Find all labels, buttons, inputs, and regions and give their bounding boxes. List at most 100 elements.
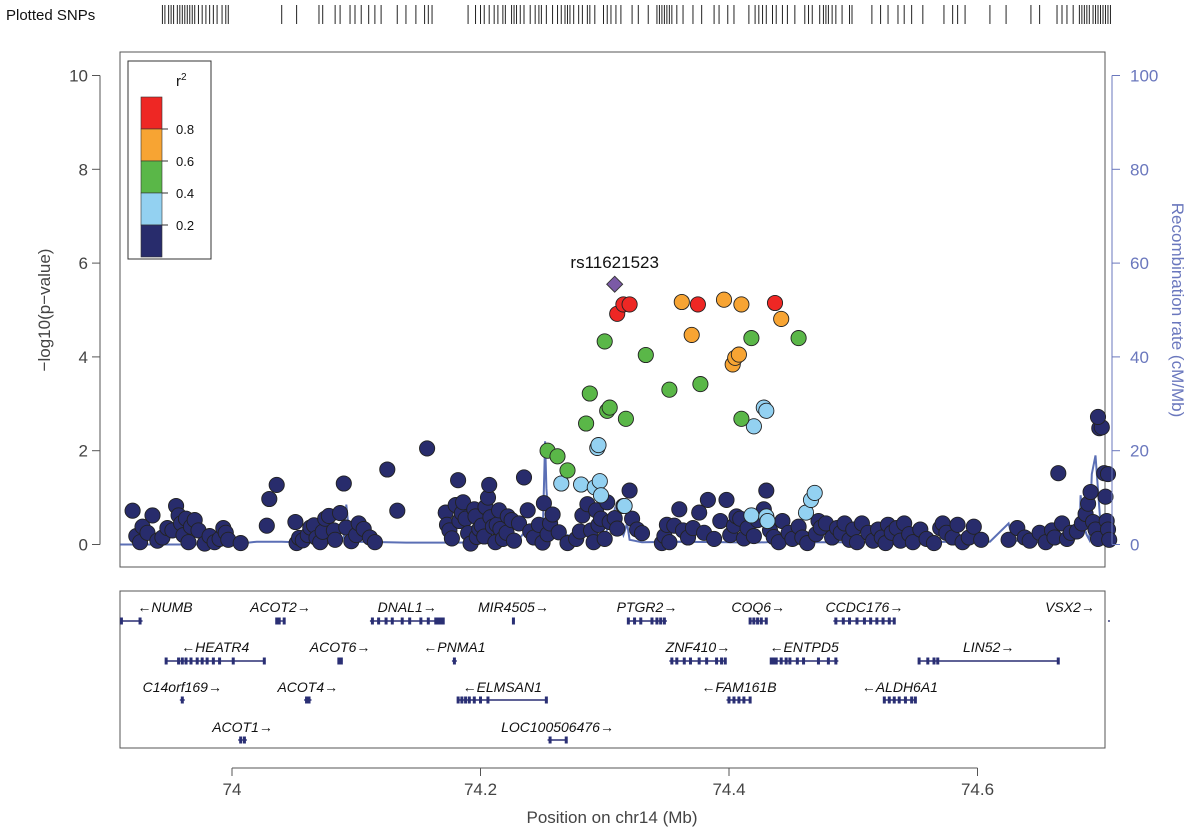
snp-point bbox=[544, 506, 561, 523]
gene-exon bbox=[441, 617, 445, 625]
gene-exon bbox=[682, 657, 686, 665]
snp-point bbox=[450, 472, 467, 489]
snp-point bbox=[590, 437, 607, 454]
snp-point bbox=[773, 310, 790, 327]
gene-label: ←HEATR4 bbox=[181, 639, 249, 655]
gene-label: ←ALDH6A1 bbox=[862, 679, 938, 695]
lead-snp-label: rs11621523 bbox=[570, 253, 659, 272]
left-axis-tick-label: 10 bbox=[69, 67, 88, 86]
gene-exon bbox=[841, 617, 845, 625]
lead-snp-marker bbox=[606, 275, 624, 293]
snp-point bbox=[661, 381, 678, 398]
snp-point bbox=[633, 525, 651, 542]
gene-exon bbox=[917, 657, 921, 665]
gene-exon bbox=[544, 696, 548, 704]
snp-point bbox=[232, 535, 249, 552]
gene-exon bbox=[456, 696, 460, 704]
snp-point bbox=[745, 418, 762, 435]
gene-exon bbox=[164, 657, 168, 665]
gene-exon bbox=[436, 617, 440, 625]
right-axis-tick-label: 40 bbox=[1130, 348, 1149, 367]
left-axis-tick-label: 0 bbox=[79, 536, 88, 555]
gene-exon bbox=[932, 657, 936, 665]
snp-point bbox=[616, 497, 633, 515]
gene-exon bbox=[882, 696, 886, 704]
gene-exon bbox=[688, 657, 692, 665]
gene-exon bbox=[936, 657, 940, 665]
legend-tick-label: 0.4 bbox=[176, 186, 194, 201]
gene-exon bbox=[426, 617, 430, 625]
gene-exon bbox=[869, 617, 873, 625]
snp-point bbox=[743, 507, 760, 524]
snp-point bbox=[124, 502, 141, 519]
snp-point bbox=[1099, 466, 1117, 483]
snp-point bbox=[601, 399, 618, 416]
gene-exon bbox=[662, 617, 666, 625]
snp-point bbox=[481, 476, 498, 493]
lead-snp-layer: rs11621523 bbox=[570, 253, 659, 293]
snp-point bbox=[848, 534, 866, 551]
snp-point bbox=[673, 293, 690, 311]
gene-exon bbox=[205, 657, 209, 665]
gene-label: CCDC176→ bbox=[826, 599, 904, 615]
gene-exon bbox=[764, 617, 768, 625]
x-axis-tick-label: 74 bbox=[223, 780, 242, 799]
legend-color-bin bbox=[140, 128, 163, 162]
gene-exon bbox=[774, 657, 778, 665]
gene-exon bbox=[848, 617, 852, 625]
snp-point bbox=[535, 495, 552, 512]
snp-point bbox=[581, 385, 598, 402]
gene-exon bbox=[452, 657, 456, 665]
gene-exon bbox=[788, 657, 792, 665]
right-axis-tick-label: 60 bbox=[1130, 254, 1149, 273]
gene-exon bbox=[897, 696, 901, 704]
snp-point bbox=[1082, 483, 1099, 501]
snp-point bbox=[366, 534, 383, 551]
snp-point bbox=[332, 505, 349, 522]
gene-label: PTGR2→ bbox=[617, 599, 678, 615]
gene-exon bbox=[752, 617, 756, 625]
gene-exon bbox=[275, 617, 279, 625]
snp-point bbox=[733, 410, 750, 427]
snp-point bbox=[689, 296, 706, 313]
snp-point bbox=[443, 530, 460, 547]
gene-exon bbox=[479, 696, 482, 704]
gene-label: C14orf169→ bbox=[143, 679, 222, 695]
gene-exon bbox=[177, 657, 181, 665]
snp-point bbox=[1097, 488, 1114, 505]
gene-exon bbox=[472, 696, 476, 704]
snp-point bbox=[327, 531, 344, 548]
gene-label: VSX2→ bbox=[1045, 599, 1095, 615]
snp-point bbox=[683, 326, 700, 343]
left-axis-tick-label: 6 bbox=[79, 254, 88, 273]
snp-point bbox=[258, 517, 275, 534]
snp-point bbox=[287, 513, 304, 531]
gene-exon bbox=[759, 617, 763, 625]
snp-point bbox=[591, 473, 608, 490]
snp-point bbox=[379, 461, 396, 478]
gene-exon bbox=[434, 617, 438, 625]
snp-point bbox=[733, 296, 750, 313]
gene-exon bbox=[282, 617, 286, 625]
gene-exon bbox=[400, 617, 404, 625]
gene-exon bbox=[511, 617, 515, 625]
snp-point bbox=[261, 490, 278, 508]
snp-point bbox=[758, 402, 775, 419]
left-axis-tick-label: 2 bbox=[79, 442, 88, 461]
gene-exon bbox=[748, 696, 752, 704]
snp-point bbox=[691, 504, 708, 521]
snp-point bbox=[766, 294, 784, 312]
gene-label: COQ6→ bbox=[731, 599, 785, 615]
legend-color-bin bbox=[140, 192, 163, 226]
gene-exon bbox=[784, 657, 788, 665]
snp-point bbox=[1050, 465, 1067, 482]
gene-label: DNAL1→ bbox=[378, 599, 437, 615]
right-axis-tick-label: 100 bbox=[1130, 67, 1158, 86]
snp-point bbox=[718, 491, 735, 508]
gene-exon bbox=[737, 696, 741, 704]
gene-label: LOC100506476→ bbox=[501, 719, 614, 735]
snp-point bbox=[573, 476, 590, 493]
gene-exon bbox=[670, 657, 674, 665]
gene-exon bbox=[887, 617, 891, 625]
gene-exon bbox=[639, 617, 643, 625]
